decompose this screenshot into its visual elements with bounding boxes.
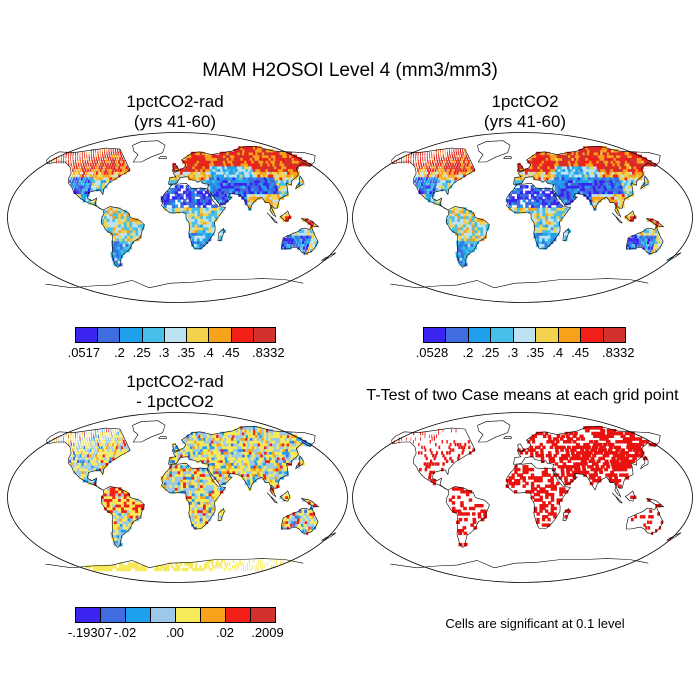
colorbar-swatch [580,327,604,343]
map-cells [393,146,671,267]
colorbar-swatch [208,327,232,343]
colorbar-swatch [186,327,210,343]
colorbar-tick-label: .8332 [601,345,635,360]
coastlines [390,140,682,289]
map-border [352,412,693,583]
colorbar-tick-label: .8332 [252,345,285,360]
colorbar-swatch [535,327,559,343]
colorbar-swatch [252,327,276,343]
colorbar-swatch [490,327,514,343]
colorbar-swatch [250,607,276,623]
map-cells [48,146,326,267]
colorbar-tick-label: .35 [177,345,196,360]
panel-b-map [352,132,693,303]
colorbar-tick-label: .45 [221,345,240,360]
ttest-note: Cells are significant at 0.1 level [445,616,625,631]
panel-a-map [7,132,348,303]
colorbar-tick-label: .25 [132,345,151,360]
colorbar-swatch [125,607,151,623]
colorbar-tick-label: .0517 [67,345,101,360]
colorbar-swatch [557,327,582,343]
figure-title: MAM H2OSOI Level 4 (mm3/mm3) [202,60,498,81]
panel-c-title-line1: 1pctCO2-rad [126,372,224,391]
colorbar-tick-label: .00 [165,625,185,640]
coastlines [390,420,682,569]
colorbar-swatch [602,327,626,343]
colorbar-tick-label: .02 [215,625,235,640]
colorbar-tick-label: .4 [552,345,564,360]
panel-c-colorbar: -.19307 -.02 .00 .02 .2009 [68,607,284,647]
colorbar-swatch [163,327,188,343]
colorbar-tick-label: .2 [462,345,474,360]
colorbar-swatch [467,327,492,343]
colorbar-tick-label: -.19307 [67,625,113,640]
colorbar-swatch [75,327,99,343]
panel-b-title: 1pctCO2 (yrs 41-60) [395,92,655,132]
colorbar-swatch [97,327,121,343]
coastlines [45,140,337,289]
colorbar-swatch [150,607,176,623]
colorbar-swatch [423,327,447,343]
colorbar-tick-label: .3 [507,345,519,360]
panel-c-title: 1pctCO2-rad - 1pctCO2 [45,372,305,412]
coastlines [45,420,337,569]
colorbar-swatch [75,607,101,623]
panel-a-title: 1pctCO2-rad (yrs 41-60) [45,92,305,132]
panel-d-map [352,412,693,583]
colorbar-tick-label: .4 [202,345,214,360]
map-border [352,132,693,303]
colorbar-tick-label: .3 [158,345,170,360]
colorbar-swatch [200,607,226,623]
colorbar-swatch [175,607,201,623]
panel-a-title-line2: (yrs 41-60) [133,112,217,131]
panel-d-title: T-Test of two Case means at each grid po… [345,386,700,406]
map-cells [393,426,671,547]
colorbar-tick-label: .2 [114,345,125,360]
colorbar-tick-label: .2009 [251,625,284,640]
panel-c-title-line2: - 1pctCO2 [136,392,214,411]
map-cells [48,426,326,572]
colorbar-tick-label: -.02 [113,625,137,640]
colorbar-swatch [230,327,254,343]
panel-c-map [7,412,348,583]
colorbar-swatch [141,327,165,343]
panel-a-title-line1: 1pctCO2-rad [126,92,224,111]
panel-b-title-line2: (yrs 41-60) [483,112,567,131]
colorbar-swatch [512,327,537,343]
panel-a-colorbar: .0517 .2 .25 .3 .35 .4 .45 .8332 [68,327,285,367]
colorbar-swatch [445,327,469,343]
colorbar-tick-label: .25 [481,345,500,360]
colorbar-swatch [225,607,251,623]
map-border [7,412,348,583]
panel-b-title-line1: 1pctCO2 [491,92,559,111]
colorbar-tick-label: .0528 [415,345,449,360]
panel-b-colorbar: .0528 .2 .25 .3 .35 .4 .45 .8332 [416,327,635,367]
colorbar-swatch [100,607,126,623]
map-border [7,132,348,303]
colorbar-tick-label: .45 [571,345,590,360]
colorbar-swatch [119,327,143,343]
colorbar-tick-label: .35 [526,345,545,360]
panel-d-title-line1: T-Test of two Case means at each grid po… [366,387,679,404]
